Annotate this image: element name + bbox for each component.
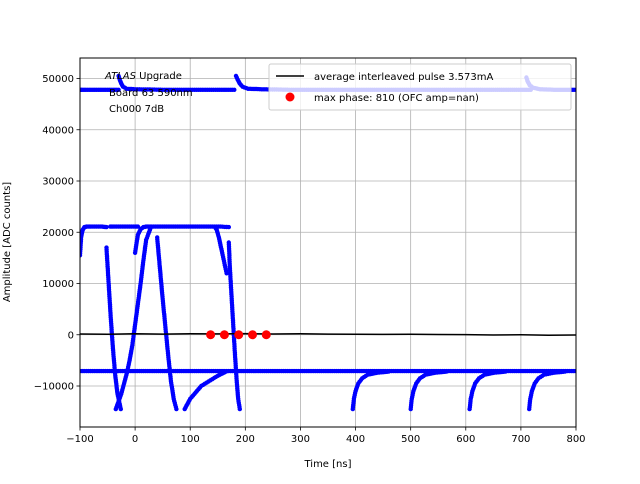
y-tick-label: 30000	[42, 177, 74, 188]
x-tick-label: 0	[132, 434, 138, 445]
legend-marker-swatch	[285, 92, 295, 102]
sample-point	[118, 406, 124, 412]
sample-point	[224, 271, 229, 276]
annotation-line3: Ch000 7dB	[109, 104, 164, 115]
x-tick-label: 600	[456, 434, 475, 445]
sample-point	[104, 224, 109, 230]
x-tick-label: 100	[181, 434, 200, 445]
sample-point	[232, 87, 237, 93]
x-tick-label: 300	[291, 434, 310, 445]
y-tick-label: −10000	[34, 382, 74, 393]
x-axis-label: Time [ns]	[303, 459, 351, 470]
max-phase-point	[219, 330, 229, 340]
atlas-annotation: ATLAS Upgrade Board 63 590nm Ch000 7dB	[104, 71, 193, 115]
x-tick-label: 500	[401, 434, 420, 445]
sample-point	[573, 368, 576, 374]
sample-point	[573, 87, 576, 92]
sample-point	[226, 224, 231, 230]
y-axis-label: Amplitude [ADC counts]	[2, 182, 13, 302]
y-tick-label: 10000	[42, 279, 74, 290]
average-pulse-line	[80, 332, 576, 336]
ticks: −100 0 100 200 300 400 500 600 700 800 −10000 0 1000…	[34, 74, 586, 445]
x-tick-label: 400	[346, 434, 365, 445]
x-tick-label: 800	[566, 434, 585, 445]
max-phase-point	[247, 330, 257, 340]
legend-entry-average-pulse: average interleaved pulse 3.573mA	[314, 72, 493, 83]
max-phase-point	[261, 330, 271, 340]
x-tick-label: −100	[66, 434, 93, 445]
x-tick-label: 200	[236, 434, 255, 445]
sample-point	[237, 406, 242, 412]
x-tick-label: 700	[511, 434, 530, 445]
legend: average interleaved pulse 3.573mA max ph…	[268, 63, 572, 111]
y-tick-label: 0	[68, 330, 74, 341]
sample-point	[174, 406, 179, 412]
legend-entry-max-phase: max phase: 810 (OFC amp=nan)	[314, 93, 479, 104]
max-phase-point	[234, 330, 244, 340]
annotation-line1: ATLAS Upgrade	[104, 71, 182, 82]
y-tick-label: 40000	[42, 125, 74, 136]
legend-box	[268, 63, 572, 111]
sample-point	[116, 87, 121, 93]
max-phase-point	[206, 330, 216, 340]
y-tick-label: 50000	[42, 74, 74, 85]
axes-frame	[79, 57, 577, 428]
annotation-line2: Board 63 590nm	[109, 88, 193, 99]
y-tick-label: 20000	[42, 228, 74, 239]
sample-point	[148, 226, 153, 231]
